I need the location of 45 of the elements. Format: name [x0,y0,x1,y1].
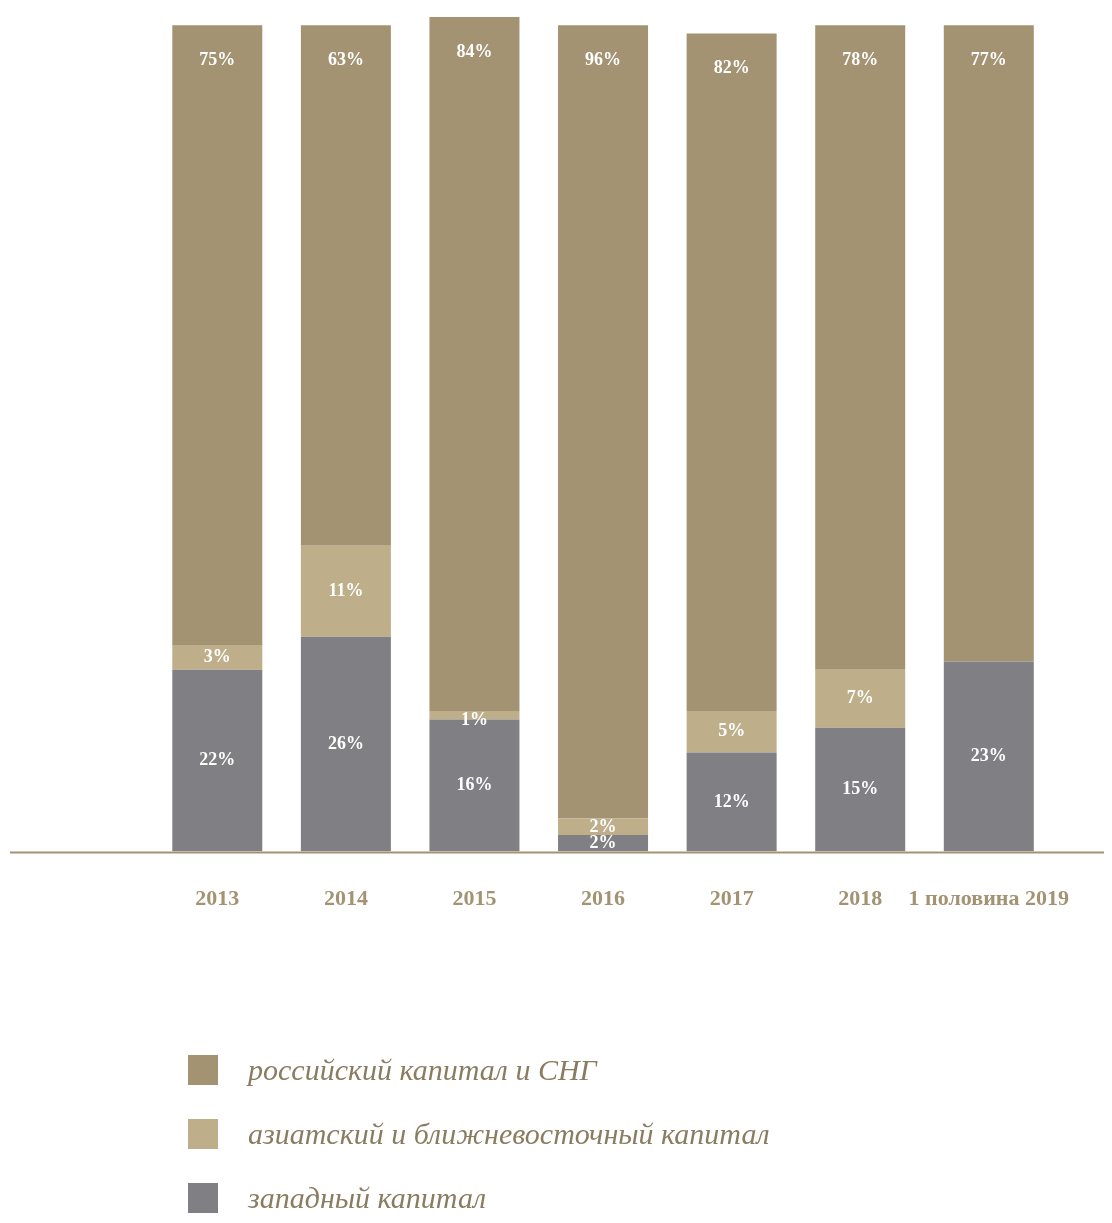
data-label: 84% [456,40,493,61]
legend-label: российский капитал и СНГ [248,1053,597,1087]
bar [172,645,263,670]
data-label: 1% [460,708,488,729]
bar [686,33,777,712]
data-label: 23% [970,745,1007,766]
bar [172,669,263,852]
data-label: 3% [203,646,231,667]
bar [558,25,649,819]
x-tick-label: 2018 [838,885,883,911]
bar [300,636,391,852]
x-tick-label: 2013 [195,885,240,911]
bar [172,25,263,646]
bar [429,17,520,712]
data-label: 22% [199,749,236,770]
bar [300,545,391,637]
data-label: 96% [585,48,622,69]
x-tick-label: 2015 [452,885,497,911]
bar [815,727,906,852]
data-label: 2% [589,832,617,853]
data-label: 15% [842,778,879,799]
data-label: 26% [327,732,364,753]
bar [300,25,391,546]
data-label: 63% [327,48,364,69]
data-label: 75% [199,48,236,69]
bar [943,661,1034,852]
bar [943,25,1034,662]
bar [686,752,777,852]
data-label: 12% [713,790,750,811]
x-tick-label: 2016 [581,885,626,911]
x-tick-label: 2014 [323,885,368,911]
bar [815,669,906,728]
legend-label: азиатский и ближневосточный капитал [248,1117,770,1151]
data-label: 16% [456,774,493,795]
bar [815,25,906,670]
x-tick-label: 2017 [709,885,754,911]
data-label: 5% [718,720,746,741]
x-tick-label: 1 половина 2019 [908,885,1069,911]
data-label: 77% [970,48,1007,69]
data-label: 82% [713,57,750,78]
data-label: 7% [846,687,874,708]
bar [686,711,777,753]
data-label: 11% [328,579,364,600]
data-label: 78% [842,48,879,69]
legend-label: западный капитал [248,1181,486,1215]
